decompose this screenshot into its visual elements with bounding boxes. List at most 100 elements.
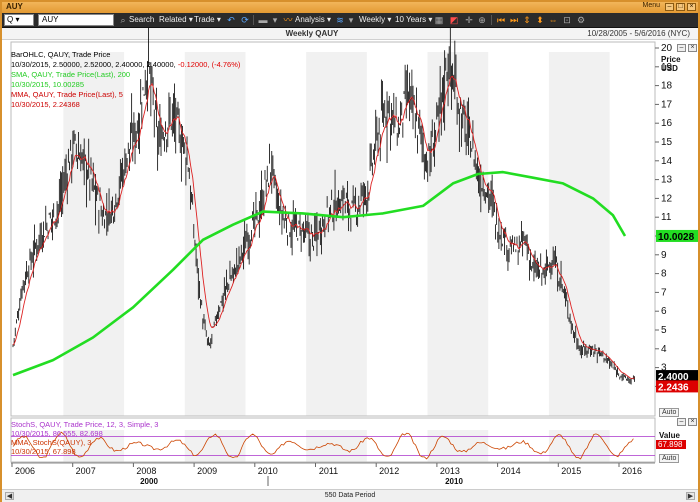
studies-icon[interactable]: ≋: [336, 15, 344, 25]
chart-title: Weekly QAUY: [285, 29, 339, 38]
chart-panel: Weekly QAUY 10/28/2005 - 5/6/2016 (NYC) …: [2, 28, 698, 502]
close-button[interactable]: ×: [687, 3, 696, 11]
chevron-down-icon[interactable]: ▾: [272, 15, 278, 25]
stoch-auto-scale-button[interactable]: Auto: [659, 454, 680, 463]
price-pane-border: [10, 41, 656, 417]
price-auto-scale-button[interactable]: Auto: [659, 408, 680, 417]
related-menu[interactable]: Related ▾: [159, 14, 193, 26]
price-tick-label: 3: [661, 363, 667, 374]
pane-close-button[interactable]: ×: [688, 44, 697, 52]
price-axis-unit: USD: [661, 64, 678, 73]
symbol-type-value: Q: [7, 15, 14, 24]
trade-label: Trade: [194, 15, 215, 24]
legend-ohlc: 10/30/2015, 2.50000, 2.52000, 2.40000, 2…: [11, 60, 178, 69]
calendar-icon[interactable]: ▦: [434, 15, 444, 25]
period-dropdown[interactable]: Weekly ▾: [359, 14, 391, 26]
year-band: [548, 52, 610, 416]
chevron-down-icon: ▾: [327, 15, 332, 24]
pane-minimize-button[interactable]: –: [677, 44, 686, 52]
scroll-left-end-icon[interactable]: ⏮: [496, 15, 506, 25]
crosshair-icon[interactable]: ✛: [465, 15, 473, 25]
symbol-input[interactable]: AUY: [38, 14, 114, 26]
year-tick-label: 2006: [15, 466, 35, 476]
menu-button[interactable]: Menu: [642, 2, 660, 9]
year-tick-label: 2010: [258, 466, 278, 476]
expand-horizontal-icon[interactable]: ⇔: [548, 15, 558, 25]
refresh-icon[interactable]: ⟳: [241, 15, 249, 25]
legend-change: -0.12000, (-4.76%): [177, 60, 241, 69]
price-tick-label: 6: [661, 306, 667, 317]
decade-label: 2000: [140, 477, 158, 486]
chevron-down-icon: ▾: [216, 15, 221, 24]
legend-mma-title: MMA, QAUY, Trade Price(Last), 5: [11, 90, 123, 99]
chevron-down-icon: ▾: [387, 15, 392, 24]
decade-label: 2010: [445, 477, 463, 486]
price-tick-label: 12: [661, 193, 673, 204]
expand-vertical-icon[interactable]: ⇕: [523, 15, 531, 25]
year-tick-label: 2011: [319, 466, 338, 476]
mma-series-line: [12, 75, 635, 379]
search-icon[interactable]: ⌕: [120, 15, 126, 25]
price-axis-label: Price: [661, 55, 681, 64]
scroll-right-icon[interactable]: ▶: [686, 492, 695, 500]
price-tick-label: 13: [661, 175, 673, 186]
toolbar-divider: [491, 15, 492, 25]
chevron-down-icon: ▾: [15, 15, 20, 24]
stoch-pane-border: [10, 417, 656, 463]
year-band: [63, 52, 125, 416]
legend-sma-value: 10/30/2015, 10.00285: [11, 80, 84, 89]
chart-header: Weekly QAUY 10/28/2005 - 5/6/2016 (NYC): [2, 28, 698, 40]
price-tick-label: 7: [661, 287, 667, 298]
stoch-value-tag: 67.898: [658, 440, 683, 449]
toolbar-divider: [253, 15, 254, 25]
sma-series-line: [12, 170, 627, 377]
stoch-pane-close-button[interactable]: ×: [688, 418, 697, 426]
year-tick-label: 2014: [501, 466, 521, 476]
scroll-bar[interactable]: ◀ 550 Data Period ▶: [2, 489, 698, 502]
price-tick-label: 14: [661, 156, 673, 167]
date-range: 10/28/2005 - 5/6/2016 (NYC): [587, 29, 690, 38]
minimize-button[interactable]: –: [665, 3, 674, 11]
trade-menu[interactable]: Trade ▾: [194, 14, 221, 26]
folder-icon[interactable]: ▬: [258, 15, 268, 25]
scroll-right-end-icon[interactable]: ⏭: [509, 15, 519, 25]
search-button[interactable]: Search: [129, 15, 155, 24]
price-tick-label: 17: [661, 99, 673, 110]
chart-style-icon[interactable]: ◩: [449, 15, 459, 25]
settings-icon[interactable]: ⚙: [576, 15, 586, 25]
price-tick-label: 4: [661, 344, 667, 355]
symbol-type-dropdown[interactable]: Q ▾: [4, 14, 34, 26]
price-tick-label: 16: [661, 118, 673, 129]
zoom-icon[interactable]: ⊕: [478, 15, 486, 25]
maximize-button[interactable]: □: [676, 3, 685, 11]
title-bar: AUY Menu – □ ×: [2, 2, 698, 13]
lock-icon[interactable]: ⊡: [563, 15, 571, 25]
legend-stoch-title: StochS, QAUY, Trade Price, 12, 3, Simple…: [11, 420, 159, 429]
legend-bar-values: 10/30/2015, 2.50000, 2.52000, 2.40000, 2…: [11, 60, 240, 69]
range-dropdown[interactable]: 10 Years ▾: [395, 14, 432, 26]
chevron-down-icon[interactable]: ▾: [348, 15, 354, 25]
price-tick-label: 11: [661, 212, 672, 223]
price-tick-label: 19: [661, 62, 673, 73]
stoch-pane-minimize-button[interactable]: –: [677, 418, 686, 426]
price-tick-label: 15: [661, 137, 673, 148]
price-tick-label: 5: [661, 325, 667, 336]
year-tick-label: 2013: [440, 466, 460, 476]
toolbar: Q ▾ AUY ⌕ Search Related ▾ Trade ▾ ↶ ⟳ ▬…: [2, 13, 698, 28]
year-tick-label: 2007: [76, 466, 96, 476]
price-tick-label: 9: [661, 250, 667, 261]
price-chart[interactable]: 201918171615141312111098765432PriceUSD10…: [2, 28, 698, 502]
period-value: Weekly: [359, 15, 386, 24]
analysis-menu[interactable]: Analysis ▾: [295, 14, 331, 26]
compress-vertical-icon[interactable]: ⬍: [536, 15, 544, 25]
mma-value-tag-bg: [656, 380, 698, 393]
legend-bar-title: BarOHLC, QAUY, Trade Price: [11, 50, 111, 59]
scroll-left-icon[interactable]: ◀: [5, 492, 14, 500]
undo-icon[interactable]: ↶: [227, 15, 235, 25]
legend-sma-title: SMA, QAUY, Trade Price(Last), 200: [11, 70, 131, 79]
legend-stoch-mma-value: 10/30/2015, 67.898: [11, 447, 76, 456]
price-tick-label: 8: [661, 269, 667, 280]
analysis-label: Analysis: [295, 15, 325, 24]
last-price-tag-bg: [656, 370, 698, 383]
